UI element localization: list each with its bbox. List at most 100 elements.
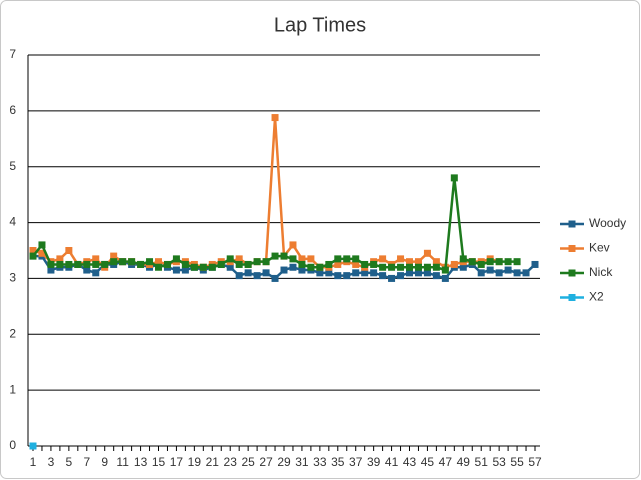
point-marker <box>298 266 306 274</box>
point-marker <box>29 252 37 260</box>
legend-label: Woody <box>589 216 626 230</box>
x-tick-label: 21 <box>206 455 220 469</box>
point-marker <box>235 272 243 280</box>
x-tick-label: 39 <box>367 455 381 469</box>
point-marker <box>29 442 37 450</box>
point-marker <box>119 258 127 266</box>
point-marker <box>271 274 279 282</box>
point-marker <box>92 269 100 277</box>
legend-label: X2 <box>589 290 604 304</box>
legend-marker <box>568 269 576 277</box>
point-marker <box>235 255 243 263</box>
x-tick-label: 29 <box>277 455 291 469</box>
point-marker <box>235 260 243 268</box>
point-marker <box>325 269 333 277</box>
point-marker <box>334 272 342 280</box>
point-marker <box>65 247 73 254</box>
point-marker <box>289 255 297 263</box>
point-marker <box>137 260 145 268</box>
x-tick-label: 37 <box>349 455 363 469</box>
point-marker <box>38 249 46 257</box>
x-tick-label: 3 <box>48 455 55 469</box>
point-marker <box>334 255 342 263</box>
x-tick-label: 25 <box>241 455 255 469</box>
point-marker <box>352 255 360 263</box>
point-marker <box>414 258 422 266</box>
point-marker <box>271 114 279 122</box>
point-marker <box>56 255 64 263</box>
point-marker <box>155 258 162 266</box>
point-marker <box>423 269 431 277</box>
point-marker <box>253 272 261 280</box>
point-marker <box>361 269 369 277</box>
point-marker <box>370 260 378 268</box>
x-tick-label: 49 <box>457 455 471 469</box>
x-tick-label: 15 <box>152 455 166 469</box>
point-marker <box>414 269 422 277</box>
x-tick-label: 31 <box>295 455 309 469</box>
point-marker <box>262 269 270 277</box>
point-marker <box>334 260 342 268</box>
x-tick-label: 27 <box>259 455 273 469</box>
point-marker <box>370 269 378 277</box>
x-tick-label: 55 <box>510 455 524 469</box>
point-marker <box>423 263 431 271</box>
point-marker <box>486 266 494 274</box>
x-tick-label: 57 <box>528 455 542 469</box>
point-marker <box>181 266 189 274</box>
x-tick-label: 47 <box>439 455 453 469</box>
point-marker <box>289 241 297 249</box>
legend-marker <box>568 245 576 252</box>
point-marker <box>208 263 216 271</box>
point-marker <box>379 263 387 271</box>
point-marker <box>423 249 431 257</box>
point-marker <box>379 255 387 263</box>
point-marker <box>531 260 539 268</box>
point-marker <box>397 272 405 280</box>
x-tick-label: 9 <box>101 455 108 469</box>
point-marker <box>522 269 530 277</box>
point-marker <box>397 263 405 271</box>
point-marker <box>163 260 171 268</box>
point-marker <box>83 260 91 268</box>
legend-marker <box>568 220 576 228</box>
point-marker <box>92 255 100 263</box>
y-tick-label: 3 <box>9 271 16 285</box>
x-tick-label: 13 <box>134 455 148 469</box>
point-marker <box>181 260 189 268</box>
point-marker <box>199 263 207 271</box>
x-tick-label: 23 <box>224 455 238 469</box>
legend-label: Nick <box>589 265 613 279</box>
y-tick-label: 6 <box>9 103 16 117</box>
point-marker <box>217 260 225 268</box>
point-marker <box>513 258 521 266</box>
point-marker <box>307 263 315 271</box>
point-marker <box>406 269 413 277</box>
point-marker <box>397 255 405 263</box>
point-marker <box>280 266 288 274</box>
point-marker <box>504 266 512 274</box>
x-tick-label: 1 <box>30 455 37 469</box>
point-marker <box>388 274 396 282</box>
point-marker <box>388 263 396 271</box>
legend-label: Kev <box>589 241 610 255</box>
point-marker <box>459 263 467 271</box>
point-marker <box>441 266 449 274</box>
point-marker <box>83 266 91 274</box>
x-tick-label: 43 <box>403 455 417 469</box>
point-marker <box>352 260 360 268</box>
point-marker <box>477 260 485 268</box>
point-marker <box>450 174 458 182</box>
point-marker <box>47 260 55 268</box>
x-tick-label: 45 <box>421 455 435 469</box>
point-marker <box>432 258 440 266</box>
point-marker <box>280 252 288 260</box>
point-marker <box>172 255 180 263</box>
point-marker <box>459 255 467 263</box>
point-marker <box>495 258 503 266</box>
x-tick-label: 35 <box>331 455 345 469</box>
y-tick-label: 5 <box>9 159 16 173</box>
x-tick-label: 7 <box>83 455 90 469</box>
legend-marker <box>568 294 576 301</box>
